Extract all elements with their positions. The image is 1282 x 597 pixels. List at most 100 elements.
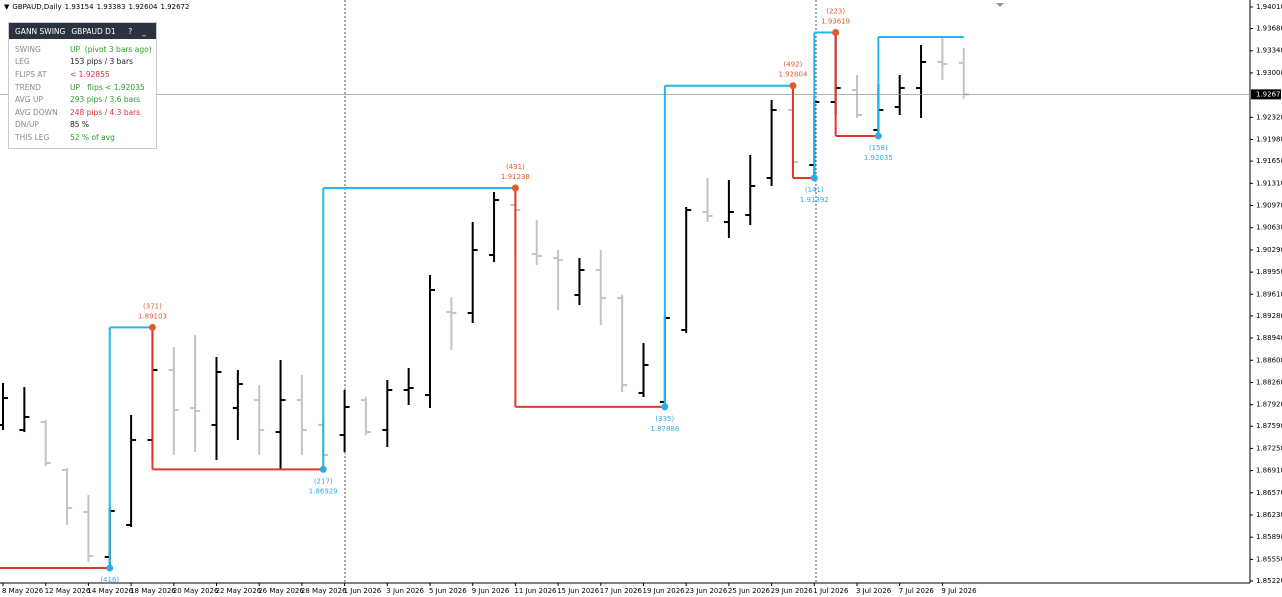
y-tick-label: 1.87920 <box>1256 401 1282 409</box>
y-tick-label: 1.85890 <box>1256 533 1282 541</box>
pivot-price-label: 1.89103 <box>138 312 167 320</box>
x-tick-label: 18 May 2026 <box>130 587 176 595</box>
pivot-pips-label: (335) <box>655 415 674 423</box>
row-value: < 1.92855 <box>70 69 110 79</box>
y-tick-label: 1.87250 <box>1256 444 1282 452</box>
y-tick-label: 1.90970 <box>1256 201 1282 209</box>
help-button[interactable]: ? <box>128 26 133 36</box>
y-tick-label: 1.86570 <box>1256 489 1282 497</box>
pivot-price-label: 1.92035 <box>864 154 893 162</box>
panel-row: AVG DOWN 248 pips / 4.3 bars <box>15 106 156 119</box>
y-tick-label: 1.88600 <box>1256 356 1282 364</box>
x-tick-label: 26 May 2026 <box>258 587 304 595</box>
y-tick-label: 1.88940 <box>1256 334 1282 342</box>
row-value: 293 pips / 3.6 bars <box>70 95 141 105</box>
row-label: LEG <box>15 57 30 67</box>
y-tick-label: 1.86910 <box>1256 467 1282 475</box>
y-tick-label: 1.93680 <box>1256 25 1282 33</box>
x-tick-label: 19 Jun 2026 <box>643 587 686 595</box>
pivot-dot <box>874 132 882 140</box>
panel-rows: SWING UP (pivot 3 bars ago) LEG 153 pips / … <box>9 39 156 148</box>
panel-header: GANN SWING GBPAUD D1 ? _ <box>9 23 156 39</box>
panel-row: FLIPS AT < 1.92855 <box>15 68 156 81</box>
row-value: UP (pivot 3 bars ago) <box>70 44 152 54</box>
y-tick-label: 1.88260 <box>1256 378 1282 386</box>
y-tick-label: 1.89950 <box>1256 268 1282 276</box>
chart-header: ▼ GBPAUD,Daily 1.93154 1.93383 1.92604 1.9267… <box>4 3 192 11</box>
y-tick-label: 1.86230 <box>1256 511 1282 519</box>
x-tick-label: 7 Jul 2026 <box>899 587 935 595</box>
y-tick-label: 1.91310 <box>1256 179 1282 187</box>
pivot-dot <box>319 465 327 473</box>
pivot-price-label: 1.86929 <box>309 487 338 495</box>
ohlc-close: 1.92672 <box>160 3 190 11</box>
pivot-dot <box>789 82 797 90</box>
x-tick-label: 12 May 2026 <box>45 587 91 595</box>
row-value: 248 pips / 4.3 bars <box>70 107 141 117</box>
pivot-pips-label: (141) <box>805 186 824 194</box>
pivot-dot <box>661 403 669 411</box>
shift-marker <box>996 3 1004 7</box>
row-label: TREND <box>15 82 41 92</box>
y-tick-label: 1.89280 <box>1256 312 1282 320</box>
pivot-pips-label: (371) <box>143 302 162 310</box>
ohlc-low: 1.92604 <box>128 3 158 11</box>
x-tick-label: 5 Jun 2026 <box>429 587 467 595</box>
y-tick-label: 1.94010 <box>1256 3 1282 11</box>
pivot-price-label: 1.91238 <box>501 173 530 181</box>
minimize-button[interactable]: _ <box>142 26 146 36</box>
swing-line <box>0 31 964 569</box>
pivot-pips-label: (431) <box>506 163 525 171</box>
gann-swing-panel: GANN SWING GBPAUD D1 ? _ SWING UP (pivot … <box>8 22 157 149</box>
x-tick-label: 8 May 2026 <box>2 587 44 595</box>
current-price-box <box>1251 89 1281 100</box>
panel-title: GANN SWING <box>15 26 66 36</box>
ohlc-high: 1.93383 <box>96 3 126 11</box>
pivot-dot <box>832 29 840 37</box>
x-tick-label: 20 May 2026 <box>173 587 219 595</box>
row-label: AVG DOWN <box>15 107 58 117</box>
current-price-label: 1.92672 <box>1256 90 1282 98</box>
symbol-label: GBPAUD,Daily <box>12 3 62 11</box>
x-tick-label: 22 May 2026 <box>216 587 262 595</box>
pivot-price-label: 1.91392 <box>800 196 829 204</box>
row-label: THIS LEG <box>15 132 50 142</box>
x-tick-label: 14 May 2026 <box>87 587 133 595</box>
y-tick-label: 1.89610 <box>1256 290 1282 298</box>
y-tick-label: 1.90290 <box>1256 246 1282 254</box>
row-label: SWING <box>15 44 41 54</box>
y-tick-label: 1.93000 <box>1256 69 1282 77</box>
pivot-pips-label: (492) <box>784 61 803 69</box>
x-tick-label: 9 Jun 2026 <box>472 587 510 595</box>
y-tick-label: 1.90630 <box>1256 224 1282 232</box>
ohlc-open: 1.93154 <box>64 3 94 11</box>
row-value: 85 % <box>70 120 90 130</box>
x-tick-label: 15 Jun 2026 <box>557 587 600 595</box>
panel-symbol: GBPAUD D1 <box>71 26 116 36</box>
y-tick-label: 1.91650 <box>1256 157 1282 165</box>
pivot-dot <box>511 184 519 192</box>
pivot-price-label: 1.87886 <box>650 425 679 433</box>
panel-row: AVG UP 293 pips / 3.6 bars <box>15 93 156 106</box>
pivot-pips-label: (223) <box>826 8 845 16</box>
bars <box>0 32 969 568</box>
x-tick-label: 29 Jun 2026 <box>771 587 814 595</box>
x-tick-label: 25 Jun 2026 <box>728 587 771 595</box>
pivot-pips-label: (217) <box>314 477 333 485</box>
panel-row: LEG 153 pips / 3 bars <box>15 56 156 69</box>
panel-row: SWING UP (pivot 3 bars ago) <box>15 43 156 56</box>
y-tick-label: 1.87590 <box>1256 422 1282 430</box>
menu-arrow[interactable]: ▼ <box>4 3 10 11</box>
pivot-dot <box>106 564 114 572</box>
x-tick-label: 11 Jun 2026 <box>514 587 557 595</box>
row-value: 153 pips / 3 bars <box>70 57 134 67</box>
row-value: 52 % of avg <box>70 132 115 142</box>
x-tick-label: 3 Jun 2026 <box>386 587 424 595</box>
y-tick-label: 1.91980 <box>1256 136 1282 144</box>
panel-row: THIS LEG 52 % of avg <box>15 131 156 144</box>
row-value: UP flips < 1.92035 <box>70 82 145 92</box>
y-tick-label: 1.92320 <box>1256 113 1282 121</box>
x-tick-label: 3 Jul 2026 <box>856 587 892 595</box>
